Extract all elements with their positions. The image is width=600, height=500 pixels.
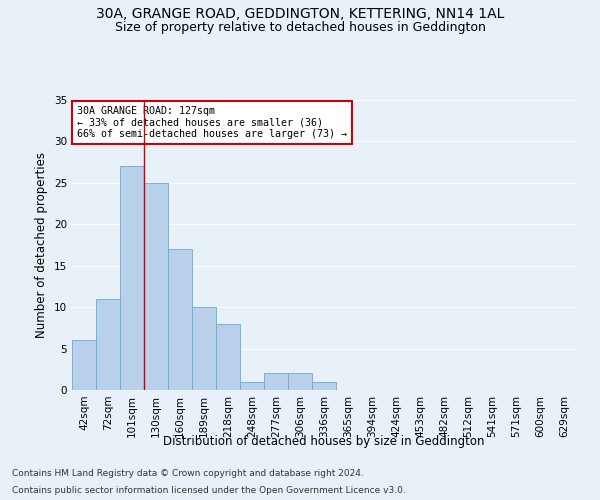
Text: Contains HM Land Registry data © Crown copyright and database right 2024.: Contains HM Land Registry data © Crown c…: [12, 468, 364, 477]
Bar: [240, 382, 264, 390]
Bar: [216, 324, 240, 390]
Bar: [192, 307, 216, 390]
Bar: [96, 299, 120, 390]
Bar: [120, 166, 144, 390]
Text: Size of property relative to detached houses in Geddington: Size of property relative to detached ho…: [115, 21, 485, 34]
Bar: [312, 382, 336, 390]
Text: 30A, GRANGE ROAD, GEDDINGTON, KETTERING, NN14 1AL: 30A, GRANGE ROAD, GEDDINGTON, KETTERING,…: [96, 8, 504, 22]
Bar: [168, 249, 192, 390]
Text: Contains public sector information licensed under the Open Government Licence v3: Contains public sector information licen…: [12, 486, 406, 495]
Bar: [144, 183, 168, 390]
Bar: [264, 374, 288, 390]
Text: Distribution of detached houses by size in Geddington: Distribution of detached houses by size …: [163, 435, 485, 448]
Bar: [288, 374, 312, 390]
Y-axis label: Number of detached properties: Number of detached properties: [35, 152, 49, 338]
Bar: [72, 340, 96, 390]
Text: 30A GRANGE ROAD: 127sqm
← 33% of detached houses are smaller (36)
66% of semi-de: 30A GRANGE ROAD: 127sqm ← 33% of detache…: [77, 106, 347, 139]
